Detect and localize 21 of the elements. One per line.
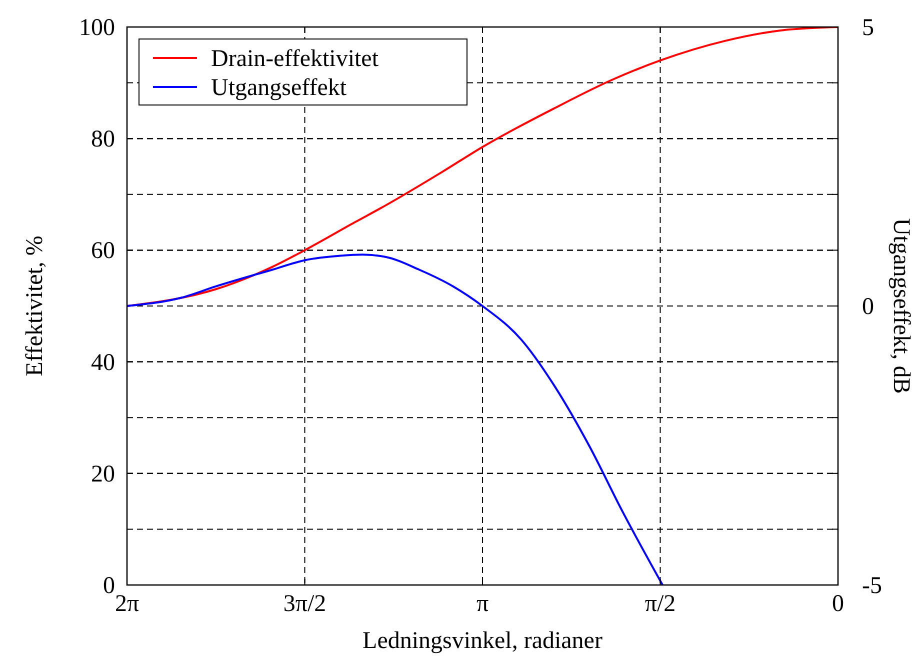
y2-tick-label: 0	[862, 294, 874, 320]
x-tick-label: 3π/2	[283, 591, 326, 617]
x-tick-label: π	[476, 591, 489, 617]
y-axis-title: Effektivitet, %	[22, 236, 48, 376]
line-series	[127, 254, 664, 585]
y2-tick-label: -5	[862, 573, 882, 599]
y-tick-label: 80	[91, 126, 115, 153]
y-tick-label: 100	[79, 15, 115, 41]
x-tick-label: 2π	[114, 591, 140, 617]
y2-tick-label: 5	[862, 15, 874, 41]
y-tick-label: 0	[103, 573, 115, 599]
line-series	[127, 27, 838, 307]
y-tick-label: 60	[91, 238, 115, 264]
x-axis-title: Ledningsvinkel, radianer	[362, 628, 602, 654]
legend-label: Drain-effektivitet	[211, 46, 379, 72]
x-tick-label: π/2	[644, 591, 676, 617]
x-tick-label: 0	[832, 591, 844, 617]
y-tick-label: 20	[91, 461, 115, 488]
y2-axis-title: Utgangseffekt, dB	[888, 218, 914, 394]
y-tick-label: 40	[91, 350, 115, 376]
legend-label: Utgangseffekt	[211, 75, 347, 101]
